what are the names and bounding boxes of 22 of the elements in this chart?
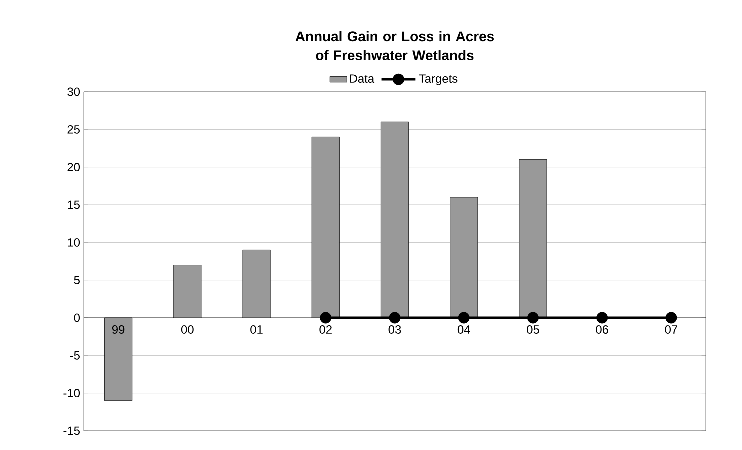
x-tick-label: 04 [458, 326, 470, 334]
x-tick-label: 06 [596, 326, 608, 334]
y-tick-label: 0 [74, 314, 80, 322]
y-tick-label: -5 [70, 352, 80, 360]
chart-title: Annual Gain or Loss in Acres of Freshwater Wetlands [296, 31, 494, 61]
x-tick-label: 07 [665, 326, 678, 334]
x-tick-label: 99 [112, 326, 125, 334]
y-tick-label: 10 [68, 238, 80, 247]
y-tick-label: 25 [68, 125, 80, 134]
y-tick-label: 20 [68, 163, 80, 172]
x-tick-label: 02 [320, 326, 332, 334]
y-tick-label: -10 [64, 389, 80, 398]
x-tick-label: 05 [527, 326, 540, 334]
y-tick-label: -15 [64, 426, 80, 436]
legend-label: Targets [419, 74, 458, 86]
x-tick-label: 00 [181, 326, 194, 334]
y-tick-label: 30 [68, 88, 80, 96]
x-tick-label: 01 [250, 326, 263, 334]
y-tick-label: 15 [68, 200, 80, 210]
y-tick-label: 5 [74, 276, 80, 284]
x-tick-label: 03 [388, 326, 402, 334]
legend-label: Data [350, 74, 375, 84]
